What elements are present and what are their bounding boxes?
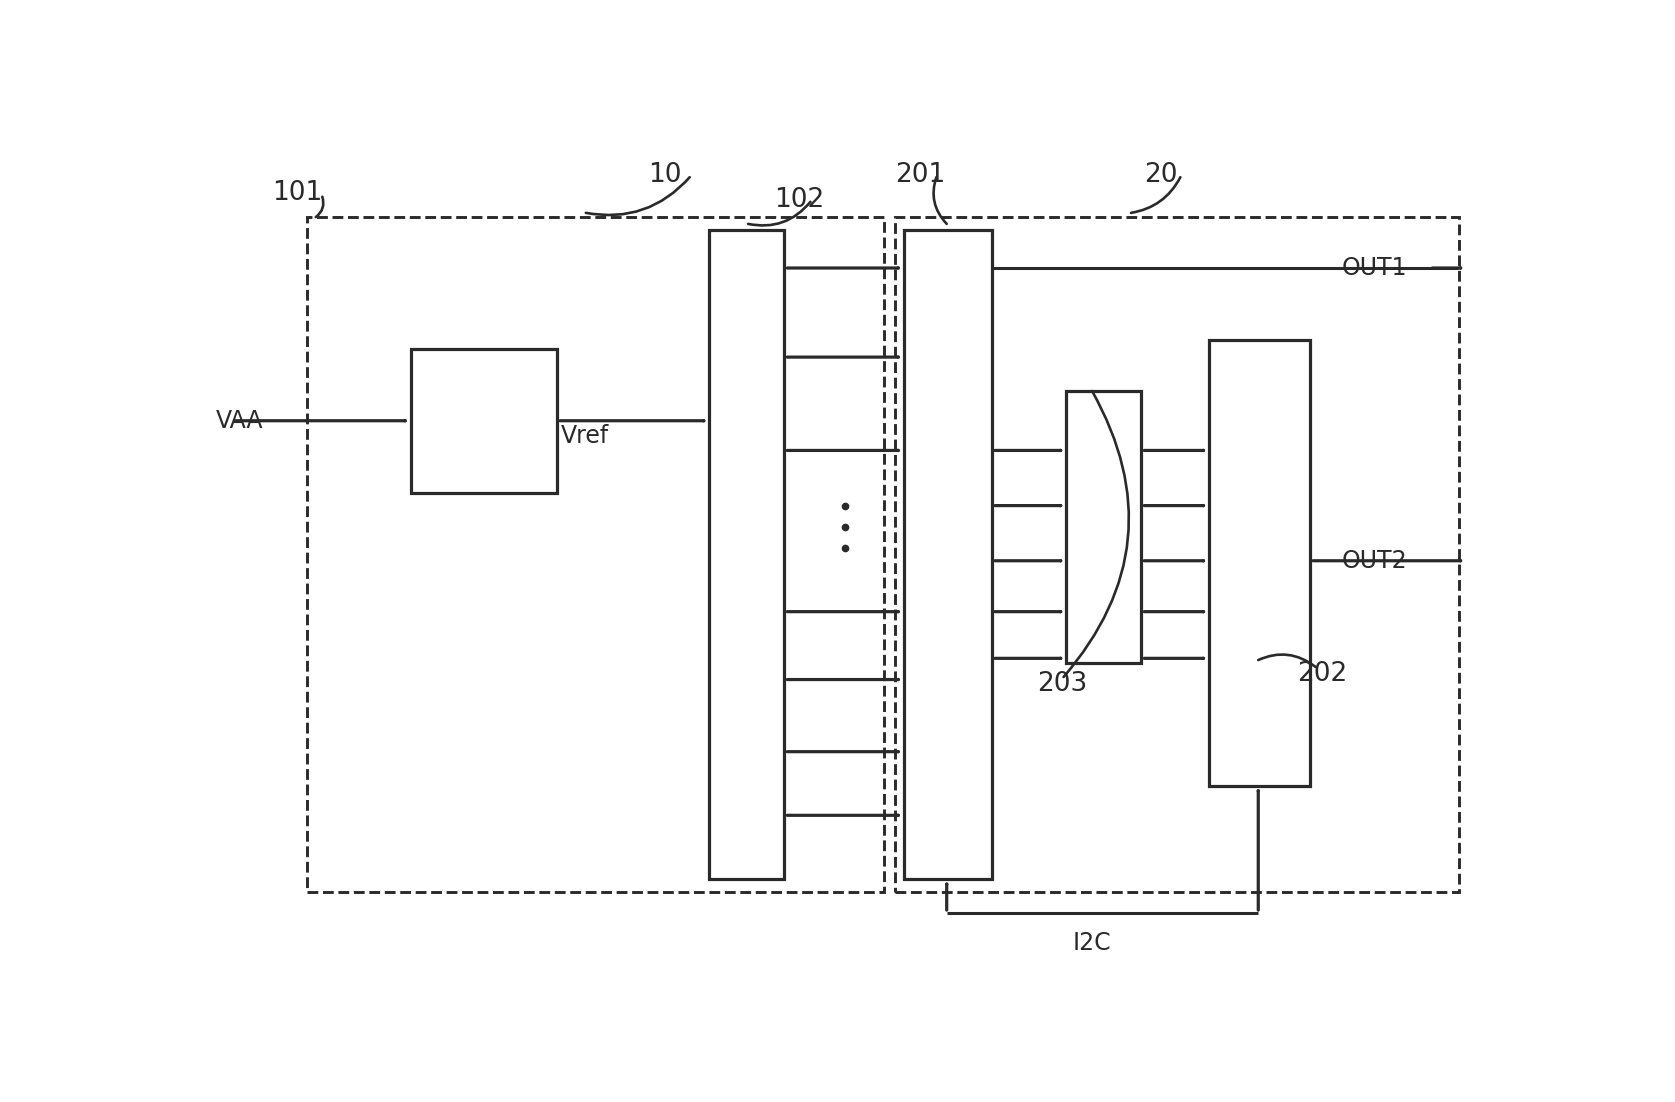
Bar <box>894 217 1459 892</box>
Bar <box>410 348 558 493</box>
Text: 201: 201 <box>894 162 945 187</box>
Bar <box>1067 391 1141 662</box>
Bar <box>1209 341 1310 786</box>
Text: OUT2: OUT2 <box>1342 549 1407 573</box>
Text: VAA: VAA <box>216 409 263 433</box>
Text: I2C: I2C <box>1072 931 1112 955</box>
Bar <box>307 217 884 892</box>
Text: Vref: Vref <box>561 424 610 449</box>
Text: 10: 10 <box>648 162 682 187</box>
Text: 101: 101 <box>271 181 322 206</box>
Text: OUT1: OUT1 <box>1342 256 1407 280</box>
Text: 102: 102 <box>774 187 824 213</box>
Bar <box>709 230 784 879</box>
Text: 203: 203 <box>1037 671 1087 696</box>
Text: 202: 202 <box>1296 660 1347 687</box>
Text: 20: 20 <box>1144 162 1178 187</box>
Bar <box>905 230 992 879</box>
